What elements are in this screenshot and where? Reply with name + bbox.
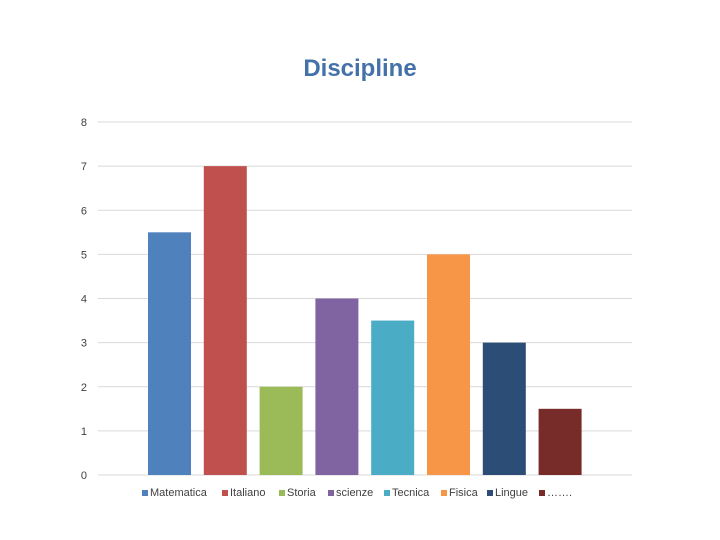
- legend-swatch: [222, 490, 228, 496]
- y-tick-label: 1: [81, 426, 87, 438]
- bar-7: [482, 342, 526, 475]
- legend-label: Fisica: [449, 487, 479, 499]
- legend: Matematica Italiano Storia scienze Tecnica Fi…: [142, 487, 572, 499]
- bar-1: [148, 232, 191, 475]
- legend-swatch: [487, 490, 493, 496]
- y-tick-label: 6: [81, 205, 87, 217]
- y-tick-label: 0: [81, 470, 87, 482]
- y-tick-label: 2: [81, 382, 87, 394]
- legend-swatch: [539, 490, 545, 496]
- legend-label: Lingue: [495, 487, 528, 499]
- bar-6: [427, 254, 470, 475]
- legend-swatch: [142, 490, 148, 496]
- legend-label: scienze: [336, 487, 373, 499]
- legend-label: Storia: [287, 487, 317, 499]
- bar-4: [315, 298, 359, 475]
- legend-swatch: [279, 490, 285, 496]
- y-tick-label: 5: [81, 249, 87, 261]
- y-tick-label: 4: [81, 294, 87, 306]
- bar-3: [259, 386, 303, 475]
- bars: [148, 166, 582, 475]
- legend-label: Matematica: [150, 487, 208, 499]
- bar-5: [371, 320, 415, 475]
- y-tick-label: 7: [81, 161, 87, 173]
- bar-2: [203, 166, 247, 475]
- legend-swatch: [441, 490, 447, 496]
- y-axis: 0 1 2 3 4 5 6 7 8: [81, 117, 87, 482]
- y-tick-label: 8: [81, 117, 87, 129]
- y-tick-label: 3: [81, 338, 87, 350]
- legend-label: …….: [547, 487, 572, 499]
- legend-label: Italiano: [230, 487, 265, 499]
- legend-label: Tecnica: [392, 487, 430, 499]
- legend-swatch: [328, 490, 334, 496]
- bar-8: [538, 408, 582, 475]
- chart-title: Discipline: [303, 55, 416, 82]
- legend-swatch: [384, 490, 390, 496]
